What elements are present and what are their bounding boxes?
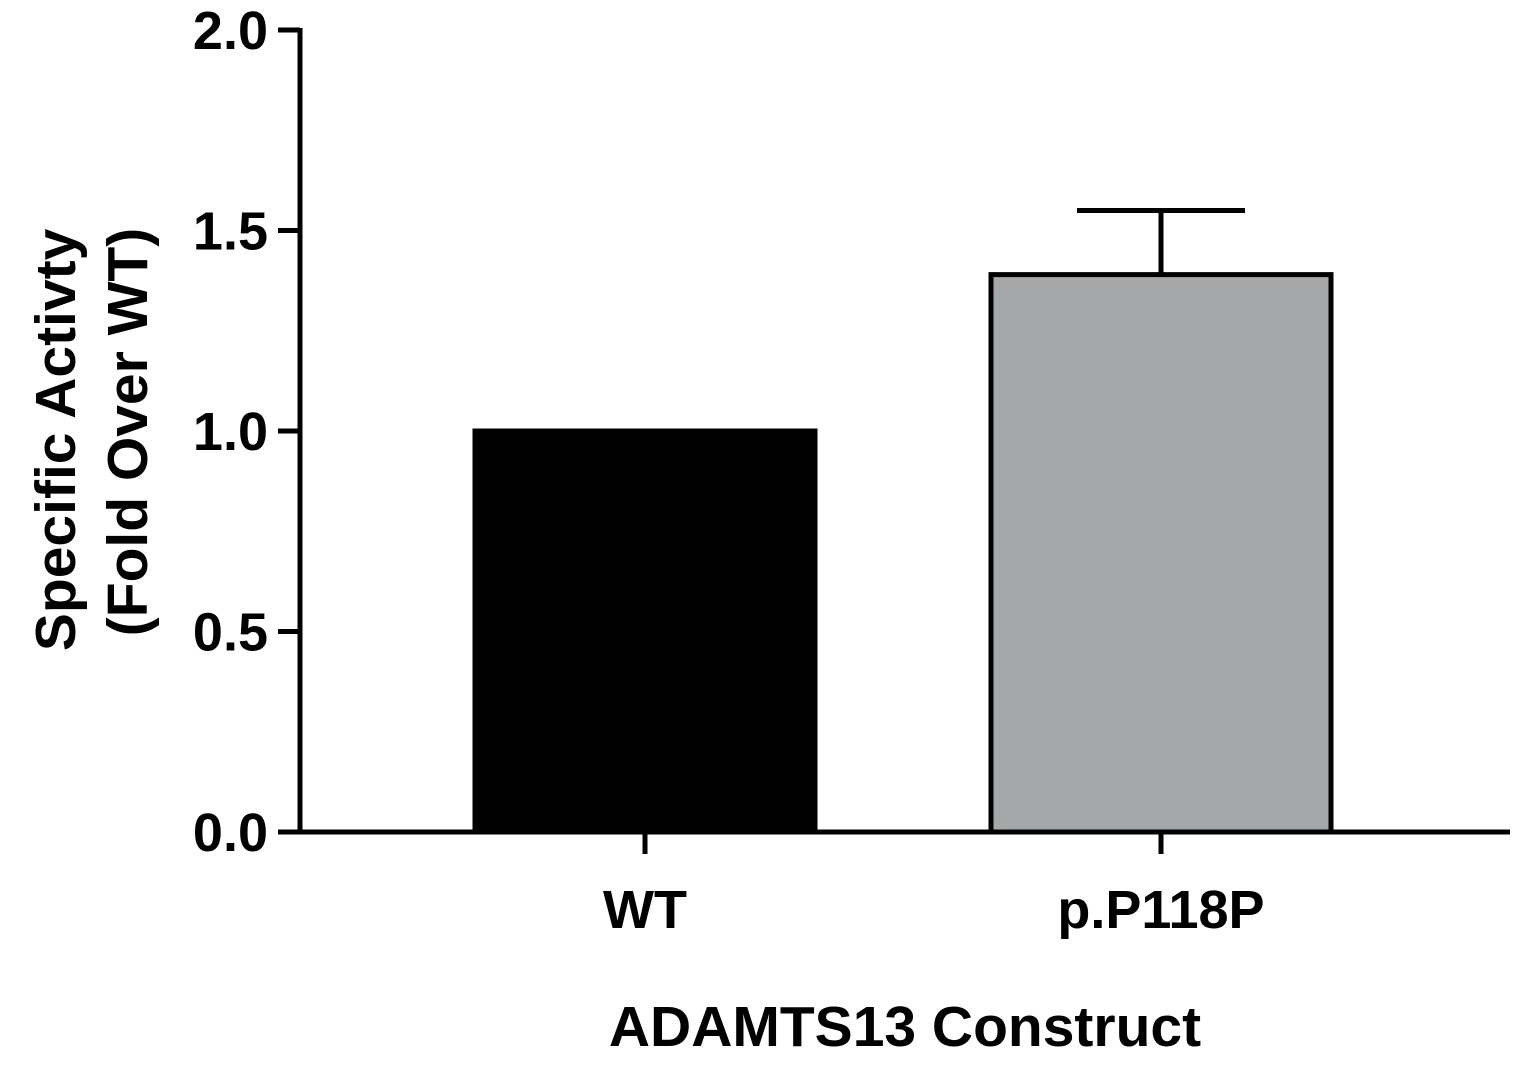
y-tick-label: 1.5 bbox=[193, 202, 268, 262]
y-axis-title-line-2: (Fold Over WT) bbox=[96, 228, 160, 636]
bar-p-p118p bbox=[988, 272, 1334, 835]
x-axis-title: ADAMTS13 Construct bbox=[609, 995, 1201, 1059]
y-axis-title-line-1: Specific Activty bbox=[24, 228, 88, 651]
error-bars-group bbox=[1077, 207, 1245, 275]
y-tick-label: 0.0 bbox=[193, 803, 268, 863]
y-tick-label: 1.0 bbox=[193, 402, 268, 462]
y-tick-label: 0.5 bbox=[193, 603, 268, 663]
bars-group bbox=[472, 272, 1334, 835]
bar-wt bbox=[472, 428, 818, 835]
x-ticks-group: WT p.P118P bbox=[603, 832, 1265, 940]
x-tick-label: WT bbox=[603, 880, 687, 940]
y-ticks-group: 0.0 0.5 1.0 1.5 2.0 bbox=[193, 1, 300, 863]
x-tick-label: p.P118P bbox=[1057, 880, 1264, 940]
y-tick-label: 2.0 bbox=[193, 1, 268, 61]
y-axis-title: Specific Activty (Fold Over WT) bbox=[24, 213, 160, 651]
